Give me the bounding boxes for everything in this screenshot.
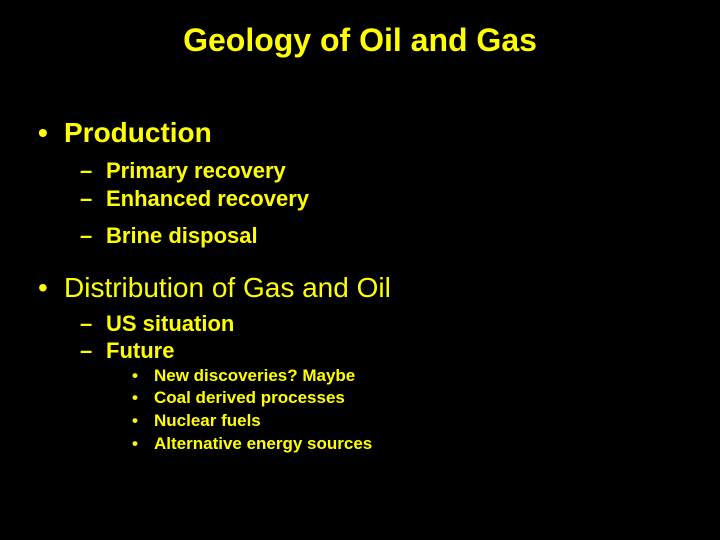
section-heading-production: Production	[38, 117, 720, 149]
sub-item: Primary recovery	[80, 157, 720, 185]
sub-sub-item: Alternative energy sources	[132, 433, 720, 456]
sub-item: Future	[80, 337, 720, 365]
sub-item: Enhanced recovery	[80, 185, 720, 213]
slide-title: Geology of Oil and Gas	[0, 0, 720, 59]
slide: Geology of Oil and Gas Production Primar…	[0, 0, 720, 540]
slide-body: Production Primary recovery Enhanced rec…	[0, 59, 720, 456]
sub-sub-item: Nuclear fuels	[132, 410, 720, 433]
sub-item: Brine disposal	[80, 222, 720, 250]
section-heading-distribution: Distribution of Gas and Oil	[38, 272, 720, 304]
sub-sub-item: Coal derived processes	[132, 387, 720, 410]
sub-item: US situation	[80, 310, 720, 338]
sub-sub-item: New discoveries? Maybe	[132, 365, 720, 388]
